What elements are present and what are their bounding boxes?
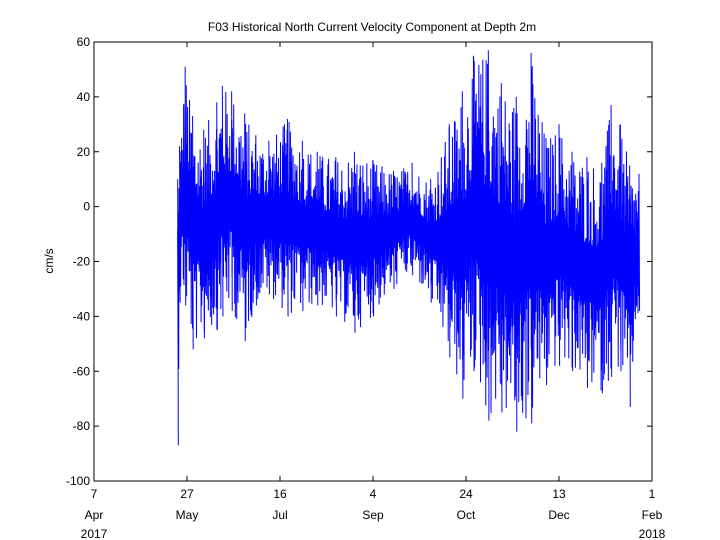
series-extreme bbox=[335, 157, 337, 317]
series-extreme bbox=[286, 118, 289, 317]
y-tick-label: 40 bbox=[77, 90, 91, 104]
series-extreme bbox=[430, 179, 432, 303]
series-extreme bbox=[530, 52, 533, 424]
x-tick-label-month: Dec bbox=[548, 508, 569, 522]
x-tick-label-day: 27 bbox=[180, 487, 194, 501]
y-tick-label: 0 bbox=[83, 200, 90, 214]
year-label-end: 2018 bbox=[639, 527, 666, 540]
series-extreme bbox=[515, 96, 518, 432]
y-tick-label: -100 bbox=[66, 474, 90, 488]
y-tick-label: 60 bbox=[77, 35, 91, 49]
y-tick-label: 20 bbox=[77, 145, 91, 159]
x-tick-label-day: 24 bbox=[459, 487, 473, 501]
x-tick-label-day: 1 bbox=[649, 487, 656, 501]
x-tick-label-day: 7 bbox=[91, 487, 98, 501]
series-extreme bbox=[203, 129, 205, 339]
series-extreme bbox=[244, 113, 246, 342]
x-tick-label-month: Feb bbox=[642, 508, 663, 522]
series-extreme bbox=[500, 83, 503, 413]
y-tick-label: -40 bbox=[73, 309, 91, 323]
x-tick-label-day: 16 bbox=[273, 487, 287, 501]
y-tick-label: -80 bbox=[73, 419, 91, 433]
series-extreme bbox=[353, 151, 356, 333]
series-extreme bbox=[216, 102, 218, 331]
series-extreme bbox=[316, 151, 319, 306]
series-extreme bbox=[221, 85, 224, 317]
series-extreme bbox=[487, 50, 490, 421]
series-extreme bbox=[372, 159, 375, 317]
series-extreme bbox=[392, 170, 395, 289]
y-axis-label: cm/s bbox=[42, 248, 56, 273]
year-label-start: 2017 bbox=[81, 527, 108, 540]
y-axis: -100 -80 -60 -40 -20 0 20 40 60 bbox=[66, 35, 652, 488]
x-tick-label-month: Oct bbox=[457, 508, 476, 522]
series-extreme bbox=[177, 179, 179, 446]
series-extreme bbox=[192, 116, 194, 350]
series-extreme bbox=[461, 91, 464, 399]
y-tick-label: -60 bbox=[73, 364, 91, 378]
series-extreme bbox=[619, 124, 622, 372]
series-extreme bbox=[448, 124, 451, 358]
series-extreme bbox=[301, 140, 304, 311]
x-tick-label-month: Jul bbox=[272, 508, 287, 522]
x-tick-label-month: Sep bbox=[362, 508, 384, 522]
series-extreme bbox=[571, 151, 574, 372]
x-axis: 7 Apr 27 May 16 Jul 4 Sep 24 Oct 13 Dec 1 Feb bbox=[85, 42, 663, 522]
series-layer bbox=[177, 50, 641, 446]
x-tick-label-day: 4 bbox=[370, 487, 377, 501]
series-extreme bbox=[472, 55, 475, 372]
x-tick-label-month: Apr bbox=[85, 508, 104, 522]
series-extreme bbox=[411, 162, 414, 276]
series-extreme bbox=[558, 124, 561, 366]
y-tick-label: -20 bbox=[73, 255, 91, 269]
series-extreme bbox=[629, 165, 631, 407]
series-extreme bbox=[179, 146, 181, 303]
series-extreme bbox=[638, 173, 641, 311]
chart-title: F03 Historical North Current Velocity Co… bbox=[208, 20, 536, 34]
series-extreme bbox=[231, 91, 233, 311]
series-extreme bbox=[545, 138, 548, 385]
series-line bbox=[177, 56, 640, 419]
series-extreme bbox=[255, 135, 257, 306]
x-tick-label-month: May bbox=[176, 508, 199, 522]
series-extreme bbox=[610, 105, 613, 377]
series-extreme bbox=[268, 140, 270, 295]
x-tick-label-day: 13 bbox=[552, 487, 566, 501]
series-extreme bbox=[601, 162, 603, 394]
series-extreme bbox=[184, 66, 187, 306]
series-extreme bbox=[586, 157, 588, 388]
